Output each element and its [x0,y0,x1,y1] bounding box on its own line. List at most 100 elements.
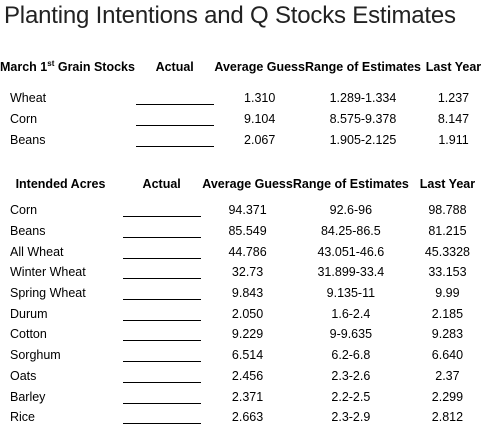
table-row: Barley 2.371 2.2-2.5 2.299 [0,386,486,407]
row-label: Spring Wheat [10,286,86,301]
range-of-estimates-header: Range of Estimates [304,60,421,74]
table-row: All Wheat 44.786 43.051-46.6 45.3328 [0,241,486,262]
fill-in-line [135,136,214,147]
average-guess-value: 44.786 [228,244,267,259]
table-row: Beans 85.549 84.25-86.5 81.215 [0,221,486,242]
last-year-value: 9.283 [431,327,464,342]
row-label: Corn [10,111,38,126]
range-of-estimates-value: 9.135-11 [326,286,376,301]
range-of-estimates-value: 2.2-2.5 [331,389,371,404]
table-row: Durum 2.050 1.6-2.4 2.185 [0,303,486,324]
last-year-value: 33.153 [428,265,467,280]
row-label: Sorghum [10,348,61,363]
actual-header: Actual [142,177,181,191]
row-label: Rice [10,410,36,425]
row-label: Winter Wheat [10,265,86,280]
fill-in-line [122,206,201,218]
fill-in-line [122,227,201,239]
fill-in-line [122,310,201,321]
actual-blank [121,386,202,407]
last-year-header: Last Year [425,60,482,74]
row-label: Barley [10,389,46,404]
grain-stocks-header-row: March 1st Grain Stocks Actual Average Gu… [0,47,486,87]
average-guess-value: 2.067 [244,132,276,147]
row-label: Beans [10,132,46,147]
row-label: Cotton [10,327,47,342]
actual-blank [121,366,202,387]
average-guess-value: 2.456 [231,368,264,383]
page-title: Planting Intentions and Q Stocks Estimat… [4,2,456,29]
actual-blank [121,200,202,221]
last-year-value: 2.299 [431,389,464,404]
last-year-value: 81.215 [428,224,467,239]
average-guess-header: Average Guess [202,177,293,191]
table-row: Sorghum 6.514 6.2-6.8 6.640 [0,345,486,366]
last-year-value: 1.237 [437,90,470,105]
actual-blank [121,407,202,428]
grain-stocks-table: March 1st Grain Stocks Actual Average Gu… [0,47,486,150]
intended-acres-header-row: Intended Acres Actual Average Guess Rang… [0,168,486,200]
actual-blank [121,345,202,366]
actual-blank [135,87,214,108]
table-row: Cotton 9.229 9-9.635 9.283 [0,324,486,345]
row-label: Durum [10,306,48,321]
table-row: Corn 9.104 8.575-9.378 8.147 [0,108,486,129]
actual-blank [121,324,202,345]
last-year-value: 2.37 [435,368,460,383]
range-of-estimates-value: 8.575-9.378 [329,111,397,126]
actual-blank [121,241,202,262]
range-of-estimates-value: 31.899-33.4 [317,265,385,280]
fill-in-line [122,268,201,280]
range-of-estimates-header: Range of Estimates [292,177,409,191]
average-guess-value: 32.73 [231,265,264,280]
last-year-value: 2.812 [431,410,464,425]
table-row: Oats 2.456 2.3-2.6 2.37 [0,366,486,387]
average-guess-value: 1.310 [244,90,276,105]
last-year-value: 45.3328 [424,244,471,259]
actual-blank [121,221,202,242]
table-row: Wheat 1.310 1.289-1.334 1.237 [0,87,486,108]
range-of-estimates-value: 43.051-46.6 [317,244,385,259]
last-year-value: 9.99 [435,286,460,301]
fill-in-line [122,289,201,301]
actual-blank [121,283,202,304]
average-guess-header: Average Guess [214,60,305,74]
range-of-estimates-value: 1.289-1.334 [329,90,397,105]
row-label: Wheat [10,90,47,105]
average-guess-value: 94.371 [228,203,267,218]
average-guess-value: 9.229 [231,327,264,342]
last-year-header: Last Year [419,177,476,191]
actual-blank [135,129,214,150]
last-year-value: 98.788 [428,203,467,218]
average-guess-value: 2.371 [231,389,264,404]
last-year-value: 6.640 [431,348,464,363]
row-label: Beans [10,224,46,239]
range-of-estimates-value: 1.6-2.4 [331,306,371,321]
average-guess-value: 9.104 [244,111,276,126]
range-of-estimates-value: 6.2-6.8 [331,348,371,363]
row-label: All Wheat [10,244,64,259]
table-row: Rice 2.663 2.3-2.9 2.812 [0,407,486,428]
range-of-estimates-value: 92.6-96 [329,203,373,218]
table-row: Winter Wheat 32.73 31.899-33.4 33.153 [0,262,486,283]
range-of-estimates-value: 1.905-2.125 [329,132,397,147]
fill-in-line [122,248,201,259]
row-label: Corn [10,203,38,218]
range-of-estimates-value: 9-9.635 [329,327,373,342]
average-guess-value: 6.514 [231,348,264,363]
table-row: Corn 94.371 92.6-96 98.788 [0,200,486,221]
fill-in-line [122,351,201,363]
last-year-value: 2.185 [431,306,464,321]
intended-acres-table: Intended Acres Actual Average Guess Rang… [0,168,486,428]
table-row: Spring Wheat 9.843 9.135-11 9.99 [0,283,486,304]
actual-blank [121,262,202,283]
row-label: Oats [10,368,37,383]
average-guess-value: 85.549 [228,224,267,239]
average-guess-value: 9.843 [231,286,264,301]
fill-in-line [135,94,214,105]
grain-stocks-label-header: March 1st Grain Stocks [0,59,135,75]
table-row: Beans 2.067 1.905-2.125 1.911 [0,129,486,150]
average-guess-value: 2.050 [231,306,264,321]
last-year-value: 8.147 [437,111,470,126]
fill-in-line [122,393,201,404]
